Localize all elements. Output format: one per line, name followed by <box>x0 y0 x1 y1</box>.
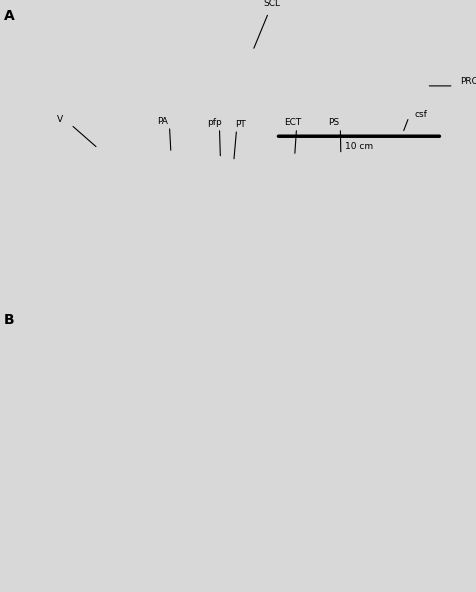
Text: B: B <box>3 314 14 327</box>
Text: PT: PT <box>236 120 246 128</box>
Text: pfp: pfp <box>208 118 222 127</box>
Text: PRO: PRO <box>460 77 476 86</box>
Text: ECT: ECT <box>285 118 302 127</box>
Text: 10 cm: 10 cm <box>345 142 373 152</box>
Text: V: V <box>57 115 63 124</box>
Text: A: A <box>3 8 14 22</box>
Text: PA: PA <box>157 117 168 126</box>
Text: SCL: SCL <box>263 0 280 8</box>
Text: csf: csf <box>415 111 427 120</box>
Text: PS: PS <box>328 118 339 127</box>
